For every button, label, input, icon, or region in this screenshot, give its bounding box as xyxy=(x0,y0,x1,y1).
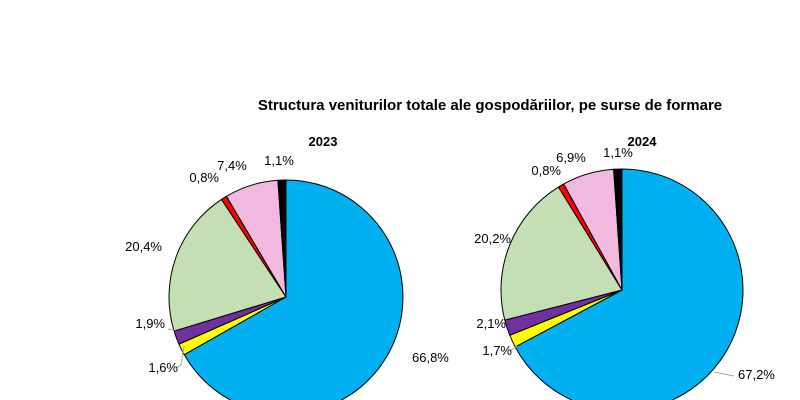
leader-line-2023-3 xyxy=(167,328,177,331)
pie-slice-2024-7 xyxy=(613,168,623,291)
pie-title-2024: 2024 xyxy=(628,134,658,149)
data-label-2023-5: 0,8% xyxy=(189,170,219,185)
data-label-2023-2: 1,6% xyxy=(148,360,178,375)
leader-line-2024-1 xyxy=(713,371,735,377)
pie-slice-2024-4 xyxy=(500,186,623,321)
pie-labels-2024: 67,2% 1,7% 2,1% 20,2% 0,8%6,9% 1,1% xyxy=(474,145,775,382)
data-label-2024-6: 6,9% xyxy=(556,150,586,165)
pie-slice-2023-1 xyxy=(183,179,404,400)
data-label-2024-4: 20,2% xyxy=(474,231,511,246)
pie-slice-2023-7 xyxy=(277,179,287,298)
pie-slices-2023 xyxy=(168,179,404,400)
pie-title-2023: 2023 xyxy=(309,134,338,149)
pie-chart-2023: 2023 66,8% 1,6% 1,9% 20,4% 0,8%7,4% 1,1% xyxy=(125,134,449,400)
data-label-2024-3: 2,1% xyxy=(476,316,506,331)
chart-title: Structura veniturilor totale ale gospodă… xyxy=(258,97,722,114)
data-label-2024-7: 1,1% xyxy=(603,145,633,160)
data-label-2024-5: 0,8% xyxy=(531,163,561,178)
pie-labels-2023: 66,8% 1,6% 1,9% 20,4% 0,8%7,4% 1,1% xyxy=(125,153,449,375)
data-label-2023-3: 1,9% xyxy=(135,316,165,331)
pie-slice-2023-4 xyxy=(168,198,287,332)
pie-chart-2024: 2024 67,2% 1,7% 2,1% 20,2% 0,8%6,9% 1,1% xyxy=(474,134,775,400)
leader-line-2023-2 xyxy=(175,345,185,369)
data-label-2023-4: 20,4% xyxy=(125,239,162,254)
data-label-2023-1: 66,8% xyxy=(412,350,449,365)
leader-line-2024-2 xyxy=(509,345,518,352)
data-label-2024-2: 1,7% xyxy=(482,343,512,358)
data-label-2023-6: 7,4% xyxy=(217,158,247,173)
pie-slice-2024-1 xyxy=(514,168,744,400)
pie-slices-2024 xyxy=(500,168,744,400)
data-label-2024-1: 67,2% xyxy=(738,367,775,382)
data-label-2023-7: 1,1% xyxy=(264,153,294,168)
